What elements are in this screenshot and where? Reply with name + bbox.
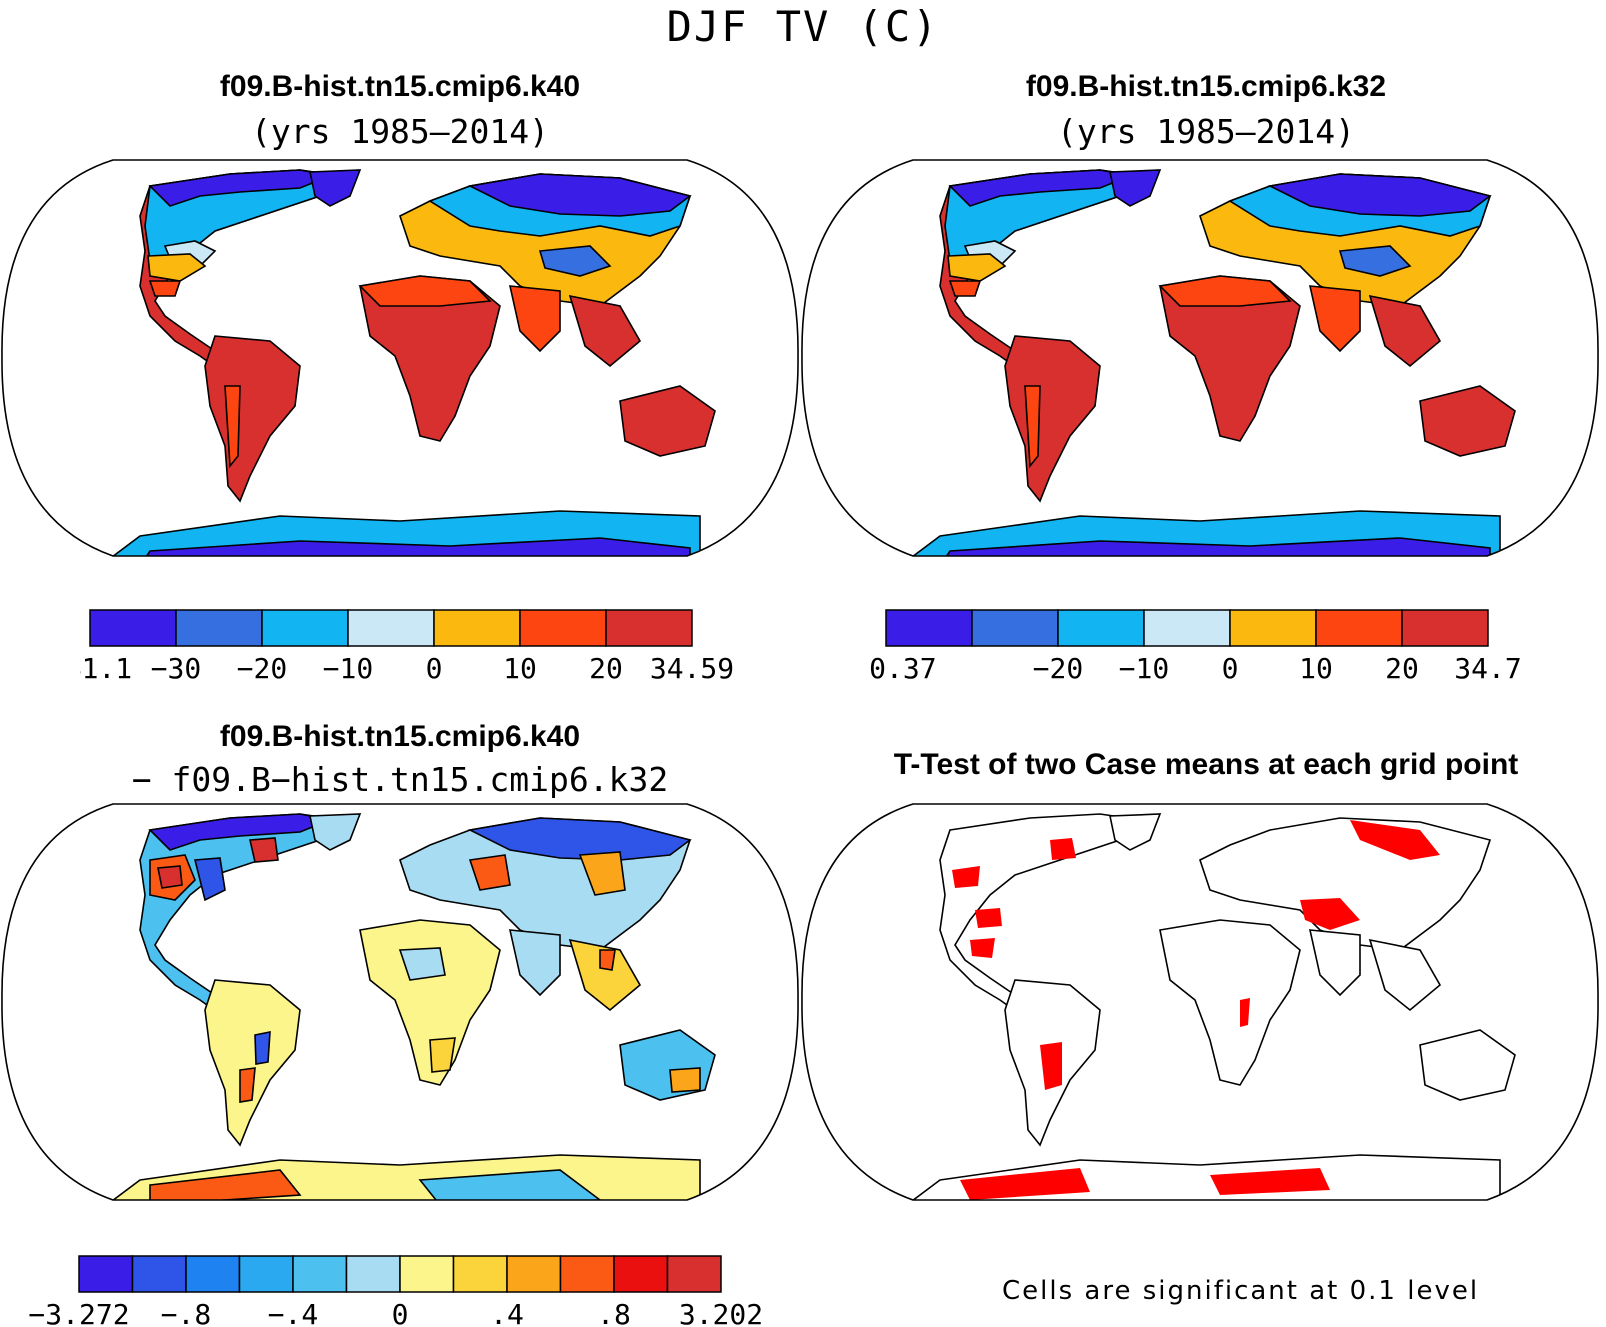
colorbar-box — [1229, 609, 1317, 647]
colorbar-box — [433, 609, 521, 647]
colorbar-box — [1315, 609, 1403, 647]
colorbar-box — [559, 1255, 615, 1293]
map-difference — [1, 803, 799, 1201]
map-k32 — [801, 159, 1599, 557]
colorbar-box — [175, 609, 263, 647]
colorbar-box — [613, 1255, 669, 1293]
colorbar-label: −41.1 — [80, 652, 132, 685]
colorbar-box — [971, 609, 1059, 647]
panel-title-k32: f09.B-hist.tn15.cmip6.k32 — [1025, 70, 1387, 103]
colorbar-label: 3.202 — [679, 1298, 763, 1327]
colorbar-box — [292, 1255, 348, 1293]
colorbar-box — [1143, 609, 1231, 647]
colorbar-box — [399, 1255, 455, 1293]
colorbar-label: 34.7 — [1454, 652, 1521, 685]
colorbar-label: −10 — [323, 652, 374, 685]
colorbar-box — [238, 1255, 294, 1293]
colorbar-label: −.4 — [268, 1298, 319, 1327]
panel-subtitle-k40: (yrs 1985–2014) — [250, 112, 549, 151]
colorbar-box — [89, 609, 177, 647]
colorbar-box — [131, 1255, 187, 1293]
colorbar-label: .8 — [597, 1298, 631, 1327]
ttest-footnote: Cells are significant at 0.1 level — [1002, 1276, 1480, 1306]
colorbar-box — [261, 609, 349, 647]
colorbar-diff: −3.272 −.8 −.4 0 .4 .8 3.202 — [28, 1255, 763, 1327]
colorbar-box — [345, 1255, 401, 1293]
colorbar-label: −40.37 — [870, 652, 937, 685]
colorbar-label: 0 — [1222, 652, 1239, 685]
colorbar-box — [347, 609, 435, 647]
colorbar-label: 10 — [1299, 652, 1333, 685]
colorbar-label: −.8 — [161, 1298, 212, 1327]
colorbar-label: −10 — [1119, 652, 1170, 685]
colorbar-label: 34.59 — [650, 652, 734, 685]
colorbar-box — [506, 1255, 562, 1293]
colorbar-box — [519, 609, 607, 647]
colorbar-label: .4 — [490, 1298, 524, 1327]
colorbar-box — [605, 609, 693, 647]
colorbar-label: 0 — [426, 652, 443, 685]
colorbar-k32: −40.37 −20 −10 0 10 20 34.7 — [870, 609, 1522, 685]
colorbar-label: 20 — [589, 652, 623, 685]
colorbar-box — [1401, 609, 1489, 647]
panel-subtitle-diff: − f09.B−hist.tn15.cmip6.k32 — [131, 760, 669, 799]
colorbar-label: −30 — [151, 652, 202, 685]
colorbar-label: −20 — [1033, 652, 1084, 685]
colorbar-box — [185, 1255, 241, 1293]
map-k40 — [1, 159, 799, 557]
panel-title-diff: f09.B-hist.tn15.cmip6.k40 — [219, 720, 581, 753]
colorbar-box — [452, 1255, 508, 1293]
colorbar-label: 10 — [503, 652, 537, 685]
figure-title: DJF TV (C) — [666, 2, 940, 51]
panel-title-k40: f09.B-hist.tn15.cmip6.k40 — [219, 70, 581, 103]
colorbar-label: −3.272 — [28, 1298, 129, 1327]
colorbar-box — [885, 609, 973, 647]
colorbar-k40: −41.1 −30 −20 −10 0 10 20 34.59 — [80, 609, 734, 685]
panel-title-ttest: T-Test of two Case means at each grid po… — [893, 748, 1519, 781]
panel-subtitle-k32: (yrs 1985–2014) — [1056, 112, 1355, 151]
colorbar-box — [666, 1255, 722, 1293]
colorbar-box — [1057, 609, 1145, 647]
colorbar-box — [78, 1255, 134, 1293]
map-ttest — [801, 803, 1599, 1201]
colorbar-label: 20 — [1385, 652, 1419, 685]
colorbar-label: 0 — [392, 1298, 409, 1327]
colorbar-label: −20 — [237, 652, 288, 685]
